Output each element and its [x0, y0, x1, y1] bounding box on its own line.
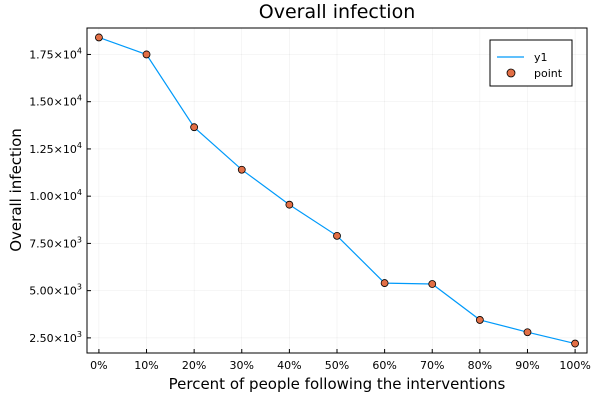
data-point	[428, 280, 437, 288]
series-layer	[95, 33, 579, 348]
data-point	[142, 50, 151, 59]
y-tick-label: 2.50×103	[29, 330, 82, 345]
data-point	[571, 339, 579, 348]
x-ticks: 0% 10% 20% 30% 40% 50% 60% 70% 80% 90% 100%	[90, 349, 591, 372]
x-tick-label: 60%	[372, 359, 396, 372]
chart-title: Overall infection	[259, 1, 415, 23]
legend-box	[489, 39, 573, 87]
data-point	[95, 33, 103, 42]
legend: y1 point	[489, 39, 573, 87]
data-point	[380, 279, 389, 287]
x-tick-label: 70%	[420, 359, 444, 372]
y-tick-label: 7.50×103	[29, 235, 82, 250]
data-point	[475, 316, 484, 324]
x-tick-label: 20%	[182, 359, 206, 372]
y-tick-label: 1.25×104	[29, 141, 82, 156]
y-tick-label: 1.50×104	[29, 94, 82, 109]
x-tick-label: 100%	[559, 359, 590, 372]
y-ticks: 2.50×103 5.00×103 7.50×103 1.00×104 1.25×104…	[29, 46, 91, 345]
x-tick-label: 0%	[90, 359, 107, 372]
x-tick-label: 10%	[134, 359, 158, 372]
data-point	[190, 123, 199, 132]
data-point	[523, 328, 532, 337]
x-tick-label: 40%	[277, 359, 301, 372]
legend-label-y1: y1	[534, 51, 548, 64]
x-tick-label: 80%	[468, 359, 492, 372]
x-tick-label: 30%	[230, 359, 254, 372]
x-axis-label: Percent of people following the interven…	[169, 375, 506, 393]
data-point	[333, 231, 341, 240]
data-point	[237, 165, 246, 174]
x-tick-label: 50%	[325, 359, 349, 372]
grid	[87, 28, 587, 353]
x-tick-label: 90%	[515, 359, 539, 372]
y-axis-label: Overall infection	[7, 128, 25, 252]
y-tick-label: 5.00×103	[29, 283, 82, 298]
y-tick-label: 1.00×104	[29, 188, 82, 203]
y-tick-label: 1.75×104	[29, 46, 82, 61]
legend-label-point: point	[534, 67, 563, 80]
data-point	[285, 200, 294, 209]
legend-marker-swatch	[506, 68, 516, 78]
